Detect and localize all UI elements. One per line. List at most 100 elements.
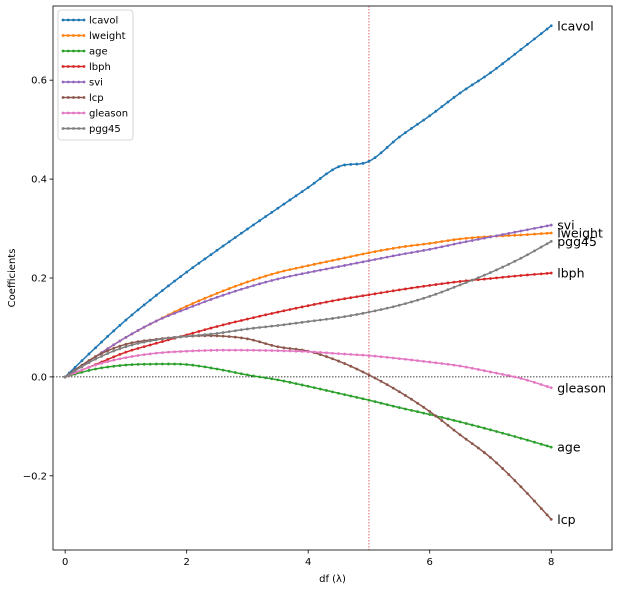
data-point-gleason xyxy=(173,350,176,354)
data-point-pgg45 xyxy=(252,326,255,330)
data-point-lbph xyxy=(215,325,219,328)
legend-swatch-marker xyxy=(77,96,81,99)
data-point-lweight xyxy=(391,246,395,250)
data-point-gleason xyxy=(404,357,407,361)
data-point-lcp xyxy=(118,344,122,348)
legend: lcavol lweight age lbph svi lcp gleason pgg45 xyxy=(57,9,134,141)
data-point-svi xyxy=(130,332,134,336)
data-point-lcavol xyxy=(397,135,401,139)
data-point-lweight xyxy=(331,259,334,262)
data-point-gleason xyxy=(422,359,426,363)
data-point-age xyxy=(391,404,395,408)
data-point-age xyxy=(379,401,383,405)
data-point-gleason xyxy=(276,349,280,353)
data-point-pgg45 xyxy=(495,268,498,272)
data-point-gleason xyxy=(300,350,304,353)
legend-item-lcp: lcp xyxy=(61,93,104,104)
data-point-lcavol xyxy=(197,261,201,265)
data-point-lcp xyxy=(458,433,462,437)
data-point-lbph xyxy=(227,322,231,325)
data-point-age xyxy=(476,425,480,428)
data-point-pgg45 xyxy=(160,337,164,341)
data-point-svi xyxy=(452,242,456,246)
data-point-lcp xyxy=(100,352,104,355)
data-point-gleason xyxy=(252,348,255,352)
data-point-pgg45 xyxy=(100,354,104,358)
data-point-pgg45 xyxy=(434,292,438,296)
data-point-pgg45 xyxy=(470,278,474,282)
data-point-lcp xyxy=(422,405,426,409)
data-point-svi xyxy=(526,228,529,232)
data-point-svi xyxy=(246,286,249,289)
legend-swatch-marker xyxy=(66,65,70,68)
data-point-lbph xyxy=(434,283,438,286)
data-point-age xyxy=(209,366,213,370)
data-point-lweight xyxy=(294,266,298,270)
data-point-lbph xyxy=(203,328,207,332)
data-point-svi xyxy=(385,255,389,259)
data-point-gleason xyxy=(489,370,492,374)
data-point-lbph xyxy=(233,320,237,324)
data-point-lweight xyxy=(422,242,426,246)
data-point-gleason xyxy=(87,365,91,369)
data-point-pgg45 xyxy=(118,347,122,351)
data-point-svi xyxy=(325,267,328,271)
legend-item-lbph: lbph xyxy=(61,62,111,73)
data-point-lcavol xyxy=(361,161,365,165)
data-point-lcp xyxy=(404,394,407,397)
data-point-lcavol xyxy=(221,244,225,248)
data-point-lcavol xyxy=(410,127,413,130)
legend-swatch-marker xyxy=(82,34,86,37)
data-point-lbph xyxy=(246,317,249,321)
data-point-lcp xyxy=(495,461,498,465)
data-point-gleason xyxy=(179,350,183,353)
data-point-gleason xyxy=(288,349,292,353)
data-point-svi xyxy=(288,274,292,278)
data-point-lweight xyxy=(191,302,195,305)
data-point-gleason xyxy=(470,366,474,370)
legend-swatch-marker xyxy=(77,34,81,37)
data-point-svi xyxy=(227,291,231,295)
data-point-age xyxy=(519,436,523,440)
data-point-lcavol xyxy=(549,24,553,28)
data-point-lcp xyxy=(446,423,450,427)
data-point-lweight xyxy=(282,269,286,273)
data-point-lbph xyxy=(483,277,486,281)
data-point-lweight xyxy=(476,235,480,239)
data-point-lweight xyxy=(209,294,213,298)
data-point-lweight xyxy=(434,241,438,244)
data-point-gleason xyxy=(373,354,377,358)
data-point-lcavol xyxy=(306,186,310,189)
data-point-pgg45 xyxy=(526,253,529,257)
data-point-pgg45 xyxy=(349,314,353,317)
legend-swatch-marker xyxy=(72,18,75,22)
data-point-gleason xyxy=(239,348,243,352)
data-point-lweight xyxy=(464,236,468,240)
data-point-lbph xyxy=(276,310,280,314)
data-point-lcavol xyxy=(209,253,213,256)
data-point-gleason xyxy=(306,350,310,354)
series-line-lbph xyxy=(64,272,552,378)
data-point-lbph xyxy=(428,284,432,287)
data-point-lcavol xyxy=(142,303,146,307)
data-point-lcp xyxy=(337,359,340,363)
data-point-svi xyxy=(464,240,468,244)
legend-swatch-marker xyxy=(82,65,86,68)
data-point-pgg45 xyxy=(239,328,243,332)
data-point-lcavol xyxy=(130,313,134,317)
data-point-lcavol xyxy=(239,231,243,235)
data-point-svi xyxy=(404,252,407,256)
data-point-pgg45 xyxy=(391,305,395,309)
data-point-lcavol xyxy=(483,75,486,79)
series-lcavol xyxy=(63,24,553,379)
data-point-gleason xyxy=(282,349,286,353)
data-point-pgg45 xyxy=(191,334,195,338)
legend-swatch-marker xyxy=(82,18,86,22)
data-point-pgg45 xyxy=(130,343,134,347)
legend-swatch-marker xyxy=(77,80,81,84)
data-point-lbph xyxy=(209,326,213,330)
data-point-lcp xyxy=(549,517,553,521)
data-point-pgg45 xyxy=(379,308,383,311)
data-point-age xyxy=(300,383,304,387)
